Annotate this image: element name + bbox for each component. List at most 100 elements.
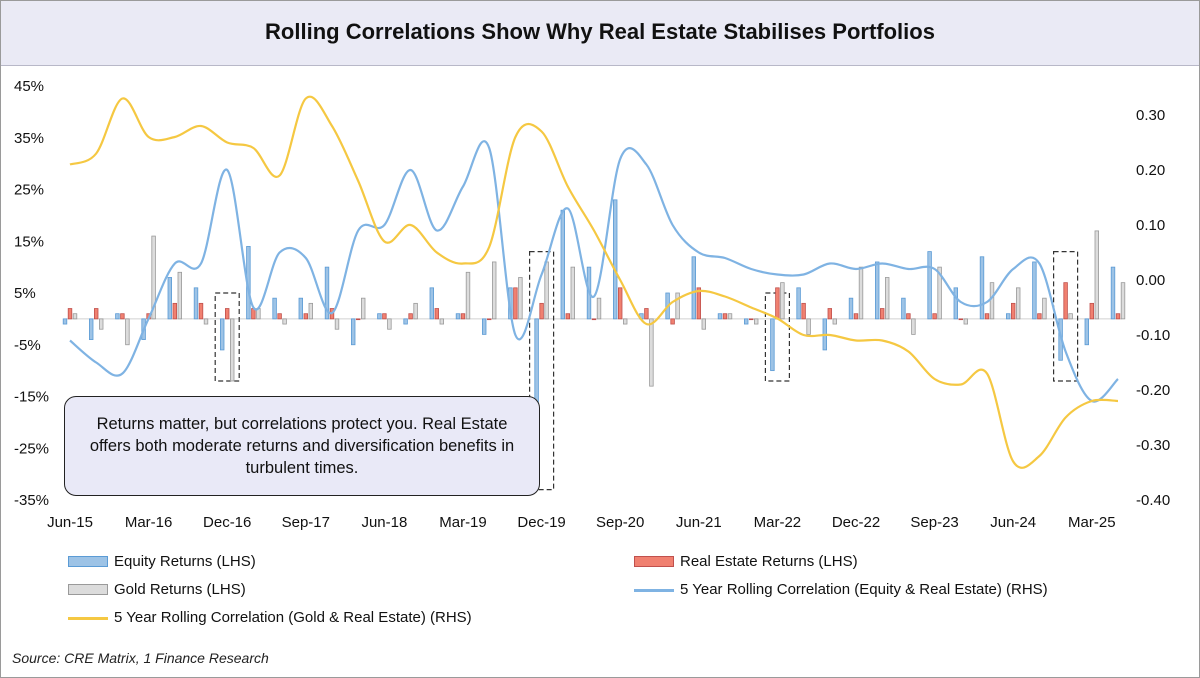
bar-equity xyxy=(927,251,932,320)
bar-equity xyxy=(219,318,225,351)
bar-real-estate xyxy=(749,318,754,321)
bar-equity xyxy=(455,313,461,320)
bar-gold xyxy=(99,318,104,330)
bar-real-estate xyxy=(618,287,623,320)
bar-real-estate xyxy=(408,313,413,320)
bar-real-estate xyxy=(1037,313,1042,320)
bar-equity xyxy=(1110,266,1116,320)
bar-real-estate xyxy=(198,302,204,320)
bar-equity xyxy=(744,318,749,325)
bar-gold xyxy=(858,266,864,320)
bar-gold xyxy=(413,302,418,320)
x-tick-label: Jun-24 xyxy=(990,514,1036,531)
x-tick-label: Jun-21 xyxy=(676,514,722,531)
x-tick-label: Jun-15 xyxy=(47,514,93,531)
bar-real-estate xyxy=(722,313,728,320)
legend-label-equity: Equity Returns (LHS) xyxy=(114,553,256,570)
bar-gold xyxy=(1042,297,1047,320)
bar-gold xyxy=(937,266,942,320)
bar-gold xyxy=(491,261,497,320)
bar-equity xyxy=(1032,261,1037,320)
legend-label-corr-gold: 5 Year Rolling Correlation (Gold & Real … xyxy=(114,609,472,626)
bar-equity xyxy=(429,287,434,320)
y-left-tick-label: -35% xyxy=(14,492,49,509)
bar-equity xyxy=(272,297,277,320)
y-right-tick-label: 0.30 xyxy=(1136,107,1165,124)
bar-equity xyxy=(481,318,487,335)
y-left-tick-label: -25% xyxy=(14,440,49,457)
bar-real-estate xyxy=(355,318,361,321)
bar-gold xyxy=(806,318,811,335)
bar-gold xyxy=(203,318,209,325)
bar-gold xyxy=(229,318,235,382)
bar-real-estate xyxy=(303,313,308,320)
y-left-tick-label: -5% xyxy=(14,337,41,354)
bar-real-estate xyxy=(513,287,518,320)
x-tick-label: Sep-20 xyxy=(596,514,644,531)
bar-real-estate xyxy=(775,287,780,320)
x-tick-label: Jun-18 xyxy=(361,514,407,531)
bar-real-estate xyxy=(880,308,885,320)
bar-real-estate xyxy=(224,308,230,320)
highlight-box xyxy=(528,251,555,491)
bar-gold xyxy=(1094,230,1099,320)
bar-equity xyxy=(796,287,801,320)
bar-gold xyxy=(754,318,759,325)
bar-gold xyxy=(360,297,366,320)
y-left-tick-label: 45% xyxy=(14,78,44,95)
bar-equity xyxy=(1084,318,1089,346)
bar-real-estate xyxy=(696,287,701,320)
line-corr-equity-real-estate xyxy=(69,140,1119,403)
bar-gold xyxy=(989,282,995,320)
bar-equity xyxy=(89,318,94,340)
y-right-tick-label: 0.00 xyxy=(1136,272,1165,289)
y-right-tick-label: 0.20 xyxy=(1136,162,1165,179)
legend-label-gold: Gold Returns (LHS) xyxy=(114,581,246,598)
bar-gold xyxy=(1068,313,1073,320)
bar-real-estate xyxy=(906,313,911,320)
bar-real-estate xyxy=(94,308,99,320)
bar-equity xyxy=(403,318,408,325)
bar-gold xyxy=(518,277,523,320)
bar-gold xyxy=(308,302,313,320)
bar-gold xyxy=(544,261,549,320)
x-tick-label: Sep-23 xyxy=(910,514,958,531)
y-right-tick-label: 0.10 xyxy=(1136,217,1165,234)
highlight-box xyxy=(214,292,240,382)
bar-real-estate xyxy=(853,313,859,320)
bar-gold xyxy=(72,313,78,320)
bar-gold xyxy=(911,318,916,335)
x-tick-label: Mar-16 xyxy=(125,514,173,531)
bar-gold xyxy=(596,297,602,320)
x-tick-label: Dec-19 xyxy=(517,514,565,531)
y-left-tick-label: -15% xyxy=(14,389,49,406)
bar-real-estate xyxy=(67,308,73,320)
bar-real-estate xyxy=(932,313,937,320)
bar-gold xyxy=(465,271,471,320)
bar-gold xyxy=(649,318,654,387)
bar-gold xyxy=(727,313,733,320)
bar-real-estate xyxy=(172,302,177,320)
y-left-tick-label: 15% xyxy=(14,233,44,250)
bar-real-estate xyxy=(670,318,675,325)
bar-real-estate xyxy=(565,313,570,320)
bar-equity xyxy=(377,313,382,320)
bar-equity xyxy=(953,287,958,320)
x-tick-label: Mar-25 xyxy=(1068,514,1116,531)
bar-equity xyxy=(770,318,775,372)
bar-equity xyxy=(848,297,854,320)
y-left-tick-label: 35% xyxy=(14,130,44,147)
bar-equity xyxy=(875,261,880,320)
bar-real-estate xyxy=(958,318,963,321)
bar-gold xyxy=(125,318,130,346)
bar-equity xyxy=(691,256,696,320)
bar-real-estate xyxy=(984,313,990,320)
source-note: Source: CRE Matrix, 1 Finance Research xyxy=(12,650,269,666)
legend-label-real-estate: Real Estate Returns (LHS) xyxy=(680,553,858,570)
bar-equity xyxy=(717,313,723,320)
y-right-tick-label: -0.20 xyxy=(1136,382,1170,399)
chart-title: Rolling Correlations Show Why Real Estat… xyxy=(265,19,935,44)
bar-equity xyxy=(560,209,565,320)
